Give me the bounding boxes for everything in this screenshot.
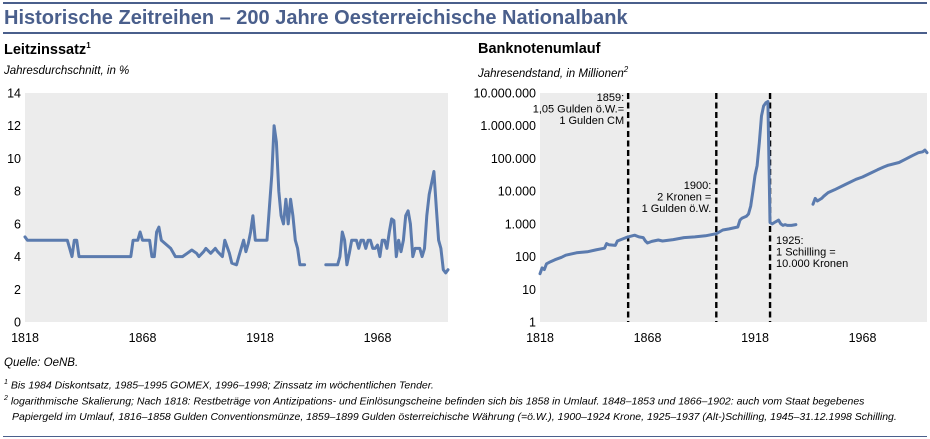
banknote-y-tick-label: 1.000 <box>505 217 536 231</box>
interest-rate-series-line <box>324 170 450 275</box>
banknote-y-tick-label: 10.000.000 <box>473 87 536 101</box>
banknote-annotation-label: 1,05 Gulden ö.W.= <box>533 104 624 116</box>
interest-rate-y-tick-label: 14 <box>7 87 21 101</box>
interest-rate-y-tick-label: 0 <box>14 316 21 330</box>
source-note: Quelle: OeNB. <box>4 357 79 369</box>
bottom-rule <box>3 436 927 437</box>
banknote-x-tick-label: 1968 <box>849 331 877 345</box>
footnote-2-continued: Papiergeld im Umlauf, 1816–1858 Gulden C… <box>12 411 897 423</box>
banknote-x-tick-label: 1818 <box>526 331 554 345</box>
banknote-x-tick-label: 1918 <box>741 331 769 345</box>
banknote-annotation-label: 1 Schilling = <box>776 247 836 259</box>
banknote-annotation-label: 1925: <box>776 235 804 247</box>
top-rule <box>3 2 927 4</box>
banknote-y-tick-label: 10.000 <box>498 185 536 199</box>
right-chart-subtitle-footnote-mark: 2 <box>623 65 629 74</box>
interest-rate-y-tick-label: 10 <box>7 152 21 166</box>
page-title: Historische Zeitreihen – 200 Jahre Oeste… <box>4 7 628 29</box>
left-chart-title: Leitzinssatz1 <box>4 41 91 58</box>
footnote-2-mark: 2 <box>4 395 8 402</box>
footnote-1-mark: 1 <box>4 379 8 386</box>
banknote-series-line <box>811 148 929 206</box>
banknote-y-tick-label: 100.000 <box>491 152 536 166</box>
footnote-2: 2 logarithmische Skalierung; Nach 1818: … <box>4 395 864 408</box>
banknote-annotation-label: 10.000 Kronen <box>776 258 848 270</box>
interest-rate-x-tick-label: 1818 <box>11 331 39 345</box>
footnote-1: 1 Bis 1984 Diskontsatz, 1985–1995 GOMEX,… <box>4 379 434 392</box>
interest-rate-x-tick-label: 1868 <box>129 331 157 345</box>
banknote-annotation-label: 1 Gulden ö.W. <box>642 203 712 215</box>
footnote-2-line1: logarithmische Skalierung; Nach 1818: Re… <box>10 395 865 408</box>
banknote-x-tick-label: 1868 <box>634 331 662 345</box>
left-chart-title-text: Leitzinssatz <box>4 41 87 58</box>
banknote-y-tick-label: 100 <box>515 250 536 264</box>
banknote-y-tick-label: 10 <box>522 283 536 297</box>
interest-rate-plot-area <box>25 93 448 322</box>
interest-rate-y-tick-label: 4 <box>14 250 21 264</box>
banknote-annotation-label: 1900: <box>684 180 712 192</box>
banknote-plot-area <box>540 93 927 322</box>
left-chart-title-footnote-mark: 1 <box>86 41 91 50</box>
banknote-y-tick-label: 1 <box>529 316 536 330</box>
interest-rate-series-line <box>23 124 307 267</box>
banknote-annotation-label: 1859: <box>597 92 625 104</box>
banknote-annotation-label: 1 Gulden CM <box>559 115 624 127</box>
left-chart-subtitle: Jahresdurchschnitt, in % <box>4 65 130 77</box>
interest-rate-y-tick-label: 12 <box>7 119 21 133</box>
interest-rate-y-tick-label: 6 <box>14 217 21 231</box>
interest-rate-y-tick-label: 2 <box>14 283 21 297</box>
banknote-y-tick-label: 1.000.000 <box>480 119 536 133</box>
right-chart-subtitle: Jahresendstand, in Millionen2 <box>478 65 628 80</box>
banknote-series-line <box>538 100 798 276</box>
right-chart-title: Banknotenumlauf <box>478 41 601 57</box>
interest-rate-x-tick-label: 1968 <box>364 331 392 345</box>
interest-rate-x-tick-label: 1918 <box>246 331 274 345</box>
interest-rate-y-tick-label: 8 <box>14 185 21 199</box>
title-rule <box>3 32 927 34</box>
footnote-1-text: Bis 1984 Diskontsatz, 1985–1995 GOMEX, 1… <box>10 379 434 392</box>
right-chart-subtitle-text: Jahresendstand, in Millionen <box>478 67 624 80</box>
banknote-annotation-label: 2 Kronen = <box>657 192 711 204</box>
